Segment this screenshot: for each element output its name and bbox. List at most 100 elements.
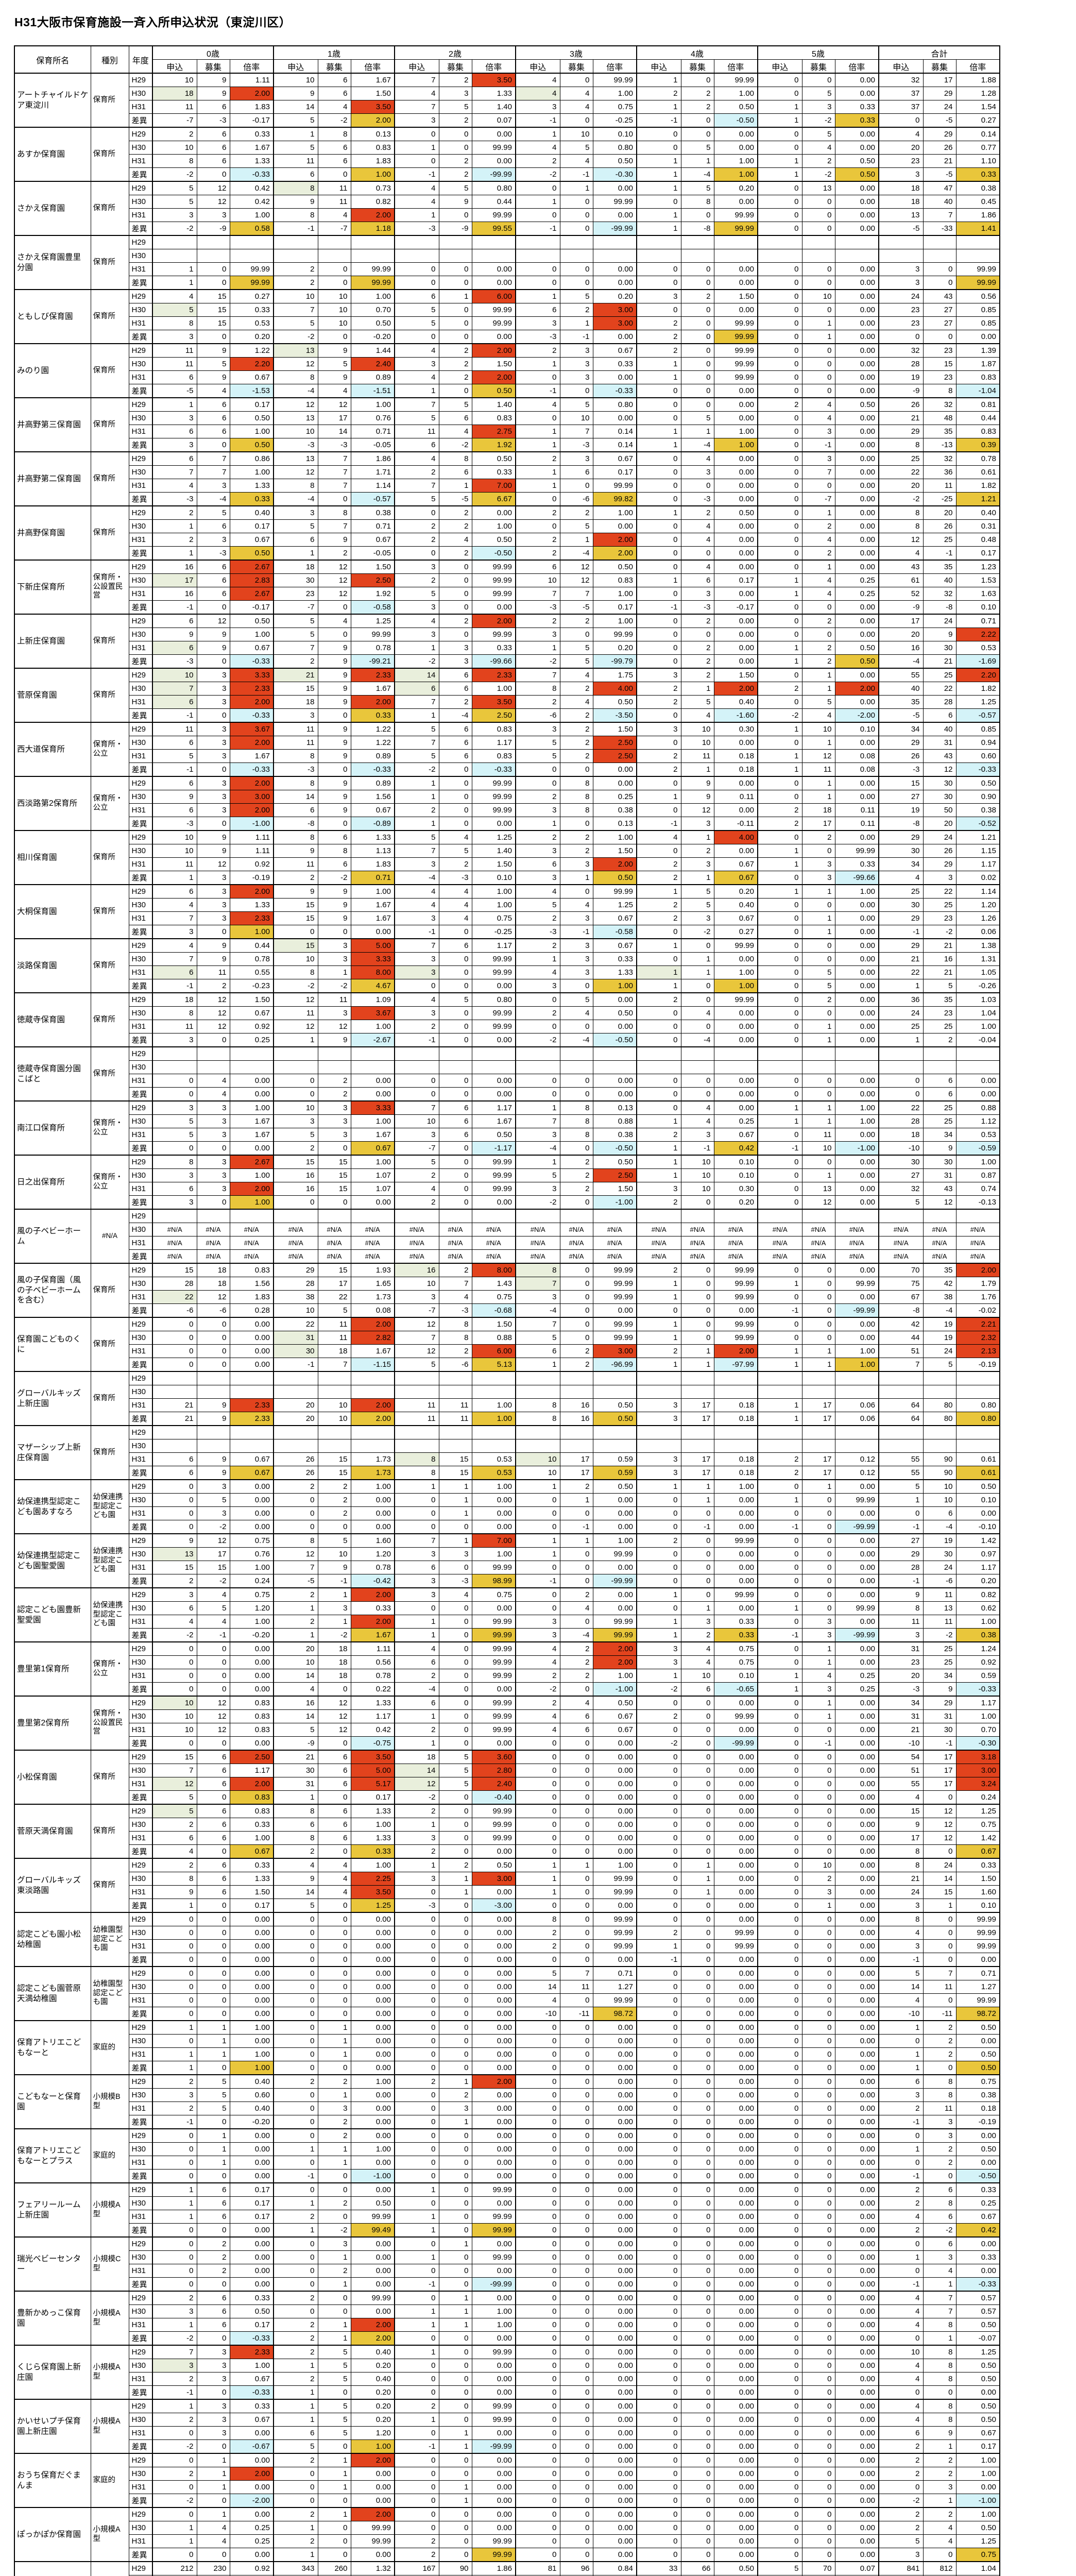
value-cell: 0.00 — [713, 2223, 758, 2238]
value-cell: 26 — [923, 519, 957, 533]
value-cell: 4 — [801, 141, 835, 155]
year-cell: H30 — [128, 2142, 153, 2156]
value-cell: 1 — [757, 762, 802, 777]
table-row: 差異 1 3 -0.19 2 -2 0.71 -4 -3 0.10 3 1 0.50 2 1 0.67 0 3 -9… — [14, 871, 1000, 885]
value-cell: 1 — [273, 1601, 318, 1615]
value-cell — [196, 1371, 230, 1385]
value-cell — [317, 1046, 351, 1061]
value-cell: -2 — [878, 2494, 924, 2508]
value-cell: 0.00 — [471, 1980, 516, 1994]
value-cell: 0.00 — [471, 1493, 516, 1507]
value-cell: 2.00 — [592, 546, 637, 561]
value-cell: 0 — [636, 1750, 681, 1764]
value-cell: 0 — [438, 2534, 472, 2548]
facility-type-cell: 小規模A型 — [90, 2345, 129, 2400]
value-cell: 0 — [801, 2439, 835, 2454]
value-cell: 9 — [317, 343, 351, 358]
value-cell: 3 — [394, 1831, 439, 1845]
value-cell: 1 — [394, 1628, 439, 1642]
value-cell: 0 — [317, 708, 351, 723]
value-cell: 0.00 — [834, 938, 879, 953]
value-cell: 6 — [438, 749, 472, 763]
facility-name-cell: 合計（東淀川区） — [14, 2561, 91, 2576]
value-cell: 0.00 — [834, 2007, 879, 2021]
value-cell — [438, 249, 472, 263]
value-cell: 4 — [559, 1696, 593, 1710]
header-sub-boshuu: 募集 — [196, 59, 230, 74]
value-cell: 7 — [438, 1277, 472, 1291]
table-row: H30 — [14, 1060, 1000, 1074]
value-cell: 1 — [757, 100, 802, 114]
value-cell — [955, 1439, 1000, 1453]
value-cell: 0 — [636, 803, 681, 817]
value-cell: 1.11 — [229, 830, 274, 844]
value-cell: 2 — [273, 2210, 318, 2224]
value-cell: 5 — [923, 979, 957, 993]
value-cell: 9 — [317, 803, 351, 817]
value-cell: 99.49 — [350, 2223, 395, 2238]
value-cell — [713, 235, 758, 249]
value-cell: 0 — [878, 2264, 924, 2278]
value-cell: 4 — [515, 1641, 560, 1656]
value-cell: 8 — [152, 1006, 197, 1020]
value-cell: 6 — [152, 370, 197, 384]
value-cell — [152, 235, 197, 249]
value-cell: 0.00 — [713, 2277, 758, 2292]
year-cell: H29 — [128, 992, 153, 1007]
value-cell: 1 — [438, 2304, 472, 2318]
year-cell: 差異 — [128, 2115, 153, 2129]
value-cell: 0.60 — [955, 749, 1000, 763]
value-cell: 6 — [394, 438, 439, 452]
value-cell: 0.00 — [834, 505, 879, 520]
value-cell: 0 — [757, 2345, 802, 2359]
value-cell: 0 — [196, 817, 230, 831]
value-cell: 0 — [636, 776, 681, 790]
value-cell: 12 — [152, 1777, 197, 1791]
value-cell: 37 — [878, 100, 924, 114]
value-cell: 5 — [394, 1358, 439, 1372]
value-cell: 0 — [438, 1926, 472, 1940]
value-cell: 0.00 — [834, 1899, 879, 1913]
table-row: H30 5 12 0.42 9 11 0.82 4 9 0.44 1 0 99.99 0 8 0.00 0 0 0.… — [14, 195, 1000, 209]
value-cell: 10 — [273, 73, 318, 87]
value-cell: 2 — [394, 1020, 439, 1033]
year-cell: H29 — [128, 1046, 153, 1061]
value-cell: 0.38 — [955, 181, 1000, 195]
value-cell: 0 — [394, 1980, 439, 1994]
value-cell: 2 — [515, 533, 560, 547]
value-cell: 0.56 — [955, 289, 1000, 303]
value-cell: 1 — [394, 208, 439, 222]
value-cell: 2 — [515, 154, 560, 168]
value-cell: 0.00 — [229, 2128, 274, 2143]
value-cell: 0 — [515, 2304, 560, 2318]
year-cell: 差異 — [128, 276, 153, 290]
value-cell: 0.00 — [834, 141, 879, 155]
value-cell: -99.99 — [834, 1628, 879, 1642]
value-cell: 0 — [394, 2264, 439, 2278]
value-cell — [559, 1425, 593, 1439]
value-cell: 2.83 — [229, 573, 274, 587]
table-row: 菅原天満保育園 保育所 H29 5 6 0.83 8 6 1.33 2 0 99.99 0 0 0.00 0 0… — [14, 1804, 1000, 1859]
value-cell: 24 — [923, 1561, 957, 1574]
value-cell: 0.00 — [713, 2318, 758, 2332]
value-cell: 1 — [757, 857, 802, 871]
value-cell: 66 — [680, 2561, 714, 2575]
value-cell: 4 — [438, 1290, 472, 1304]
value-cell: -8 — [273, 817, 318, 831]
value-cell: 1 — [394, 790, 439, 804]
value-cell: -2 — [515, 167, 560, 182]
value-cell: 2.21 — [955, 1317, 1000, 1331]
year-cell: H29 — [128, 776, 153, 790]
value-cell: 0 — [438, 1709, 472, 1723]
value-cell: 17 — [801, 1466, 835, 1480]
value-cell: 0.00 — [471, 2507, 516, 2521]
value-cell: 0 — [680, 2034, 714, 2048]
value-cell — [515, 1046, 560, 1061]
year-cell: H30 — [128, 1006, 153, 1020]
value-cell: 6 — [680, 573, 714, 587]
value-cell: 99.99 — [471, 776, 516, 790]
value-cell: #N/A — [592, 1249, 637, 1264]
value-cell: 1 — [438, 289, 472, 303]
value-cell: 0 — [757, 330, 802, 344]
value-cell: 0 — [636, 2034, 681, 2048]
